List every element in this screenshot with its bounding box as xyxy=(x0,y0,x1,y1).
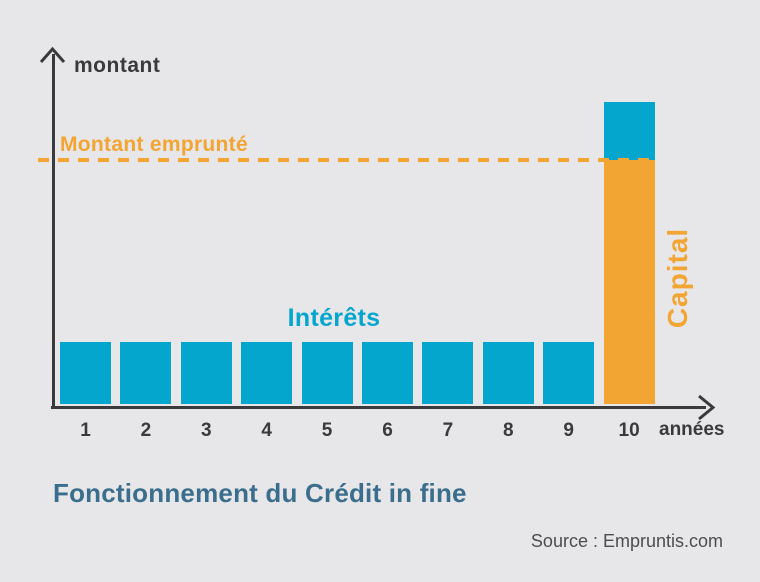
interest-bar-year-5 xyxy=(301,342,353,404)
x-tick-label-3: 3 xyxy=(201,420,212,441)
x-axis-arrow-icon xyxy=(698,394,716,421)
interest-bar-year-1 xyxy=(60,342,111,404)
y-axis-line xyxy=(52,54,55,409)
interest-bar-year-6 xyxy=(362,342,413,404)
x-tick-label-5: 5 xyxy=(321,420,333,441)
interest-bar-year-8 xyxy=(482,342,534,404)
capital-bar-year-10 xyxy=(603,160,655,404)
x-tick-label-8: 8 xyxy=(503,420,514,441)
interest-bar-year-4 xyxy=(241,342,293,404)
source-note: Source : Empruntis.com xyxy=(530,531,723,551)
interest-series-label: Intérêts xyxy=(287,304,381,332)
x-tick-label-4: 4 xyxy=(261,420,272,441)
x-tick-label-1: 1 xyxy=(80,420,91,441)
y-axis-label: montant xyxy=(74,54,161,77)
borrowed-amount-label: Montant emprunté xyxy=(60,133,248,156)
borrowed-amount-dashed-line xyxy=(38,158,656,162)
x-tick-label-2: 2 xyxy=(140,420,152,441)
capital-series-label: Capital xyxy=(662,227,693,329)
chart-title: Fonctionnement du Crédit in fine xyxy=(53,478,467,508)
x-axis-label: années xyxy=(659,419,725,440)
interest-bar-year-2 xyxy=(120,342,172,404)
interest-bar-year-10 xyxy=(603,102,655,160)
x-axis-line xyxy=(51,406,706,409)
interest-bar-year-9 xyxy=(543,342,595,404)
x-tick-label-7: 7 xyxy=(442,420,454,441)
x-tick-label-6: 6 xyxy=(382,420,393,441)
y-axis-arrow-icon xyxy=(39,46,66,63)
x-tick-label-10: 10 xyxy=(618,420,640,441)
x-tick-label-9: 9 xyxy=(563,420,574,441)
interest-bar-year-3 xyxy=(180,342,232,404)
interest-bar-year-7 xyxy=(422,342,474,404)
